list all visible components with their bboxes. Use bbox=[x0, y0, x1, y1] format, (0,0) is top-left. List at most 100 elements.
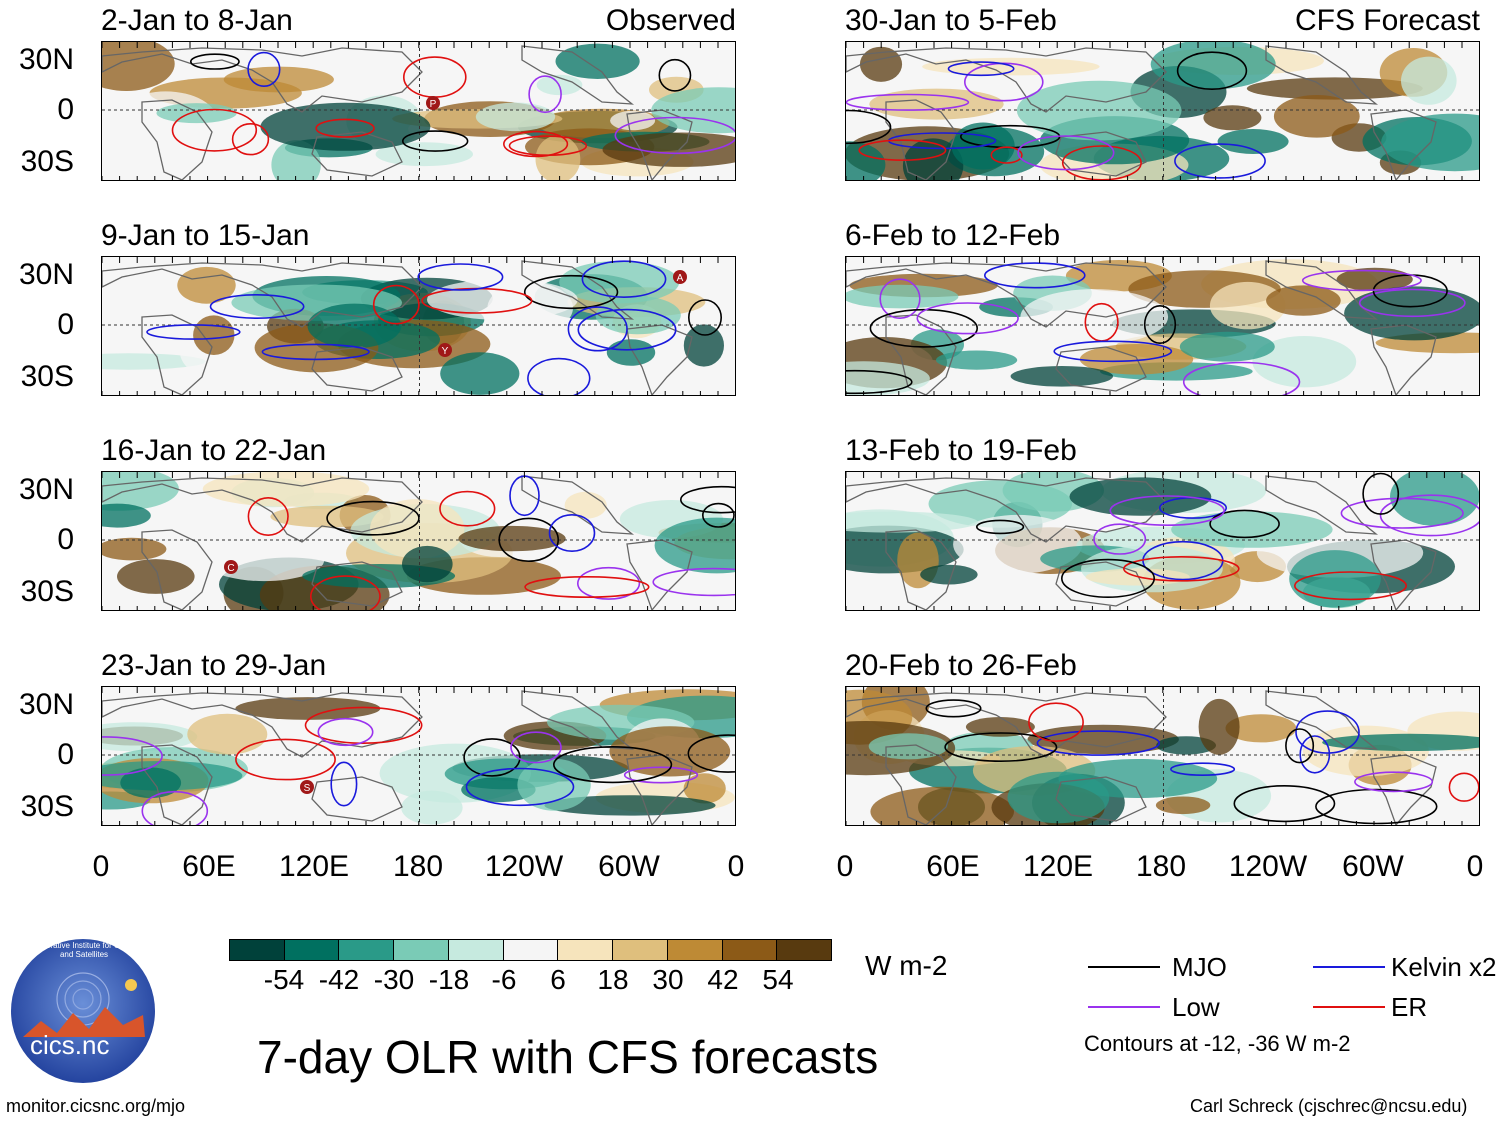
continent-outline bbox=[1265, 690, 1379, 750]
wave-contour bbox=[1315, 788, 1438, 825]
olr-anomaly-blob bbox=[487, 282, 573, 334]
olr-anomaly-blob bbox=[609, 726, 731, 777]
wave-contour bbox=[439, 490, 496, 527]
colorbar-swatch bbox=[393, 940, 448, 960]
olr-anomaly-blob bbox=[1179, 331, 1275, 362]
storm-marker-label: S bbox=[304, 783, 311, 794]
map-canvas: P bbox=[102, 42, 735, 180]
olr-anomaly-blob bbox=[1252, 336, 1357, 388]
olr-anomaly-blob bbox=[654, 517, 735, 574]
continent-outline bbox=[626, 754, 693, 825]
storm-marker-label: Y bbox=[442, 346, 449, 357]
wave-contour bbox=[1285, 728, 1315, 764]
wave-contour bbox=[1379, 494, 1479, 537]
colorbar-swatch bbox=[447, 940, 503, 960]
colorbar-tick: -30 bbox=[373, 964, 415, 995]
colorbar-tick: -42 bbox=[318, 964, 360, 995]
lat-label-30n-4: 30N bbox=[18, 688, 74, 721]
continent-outline bbox=[1055, 776, 1147, 822]
olr-anomaly-blob bbox=[401, 790, 463, 825]
wave-contour bbox=[317, 717, 374, 747]
olr-anomaly-blob bbox=[1016, 80, 1182, 141]
legend-line-low bbox=[1088, 1006, 1160, 1008]
logo-text: cics.nc bbox=[30, 1030, 110, 1060]
storm-marker bbox=[224, 560, 238, 574]
olr-anomaly-blob bbox=[517, 758, 591, 811]
olr-anomaly-blob bbox=[868, 733, 949, 760]
olr-anomaly-blob bbox=[869, 88, 1004, 120]
wave-contour bbox=[1299, 735, 1331, 774]
wave-contour bbox=[658, 58, 692, 92]
legend-line-er bbox=[1313, 1006, 1385, 1008]
olr-anomaly-blob bbox=[1266, 285, 1341, 316]
footer-url[interactable]: monitor.cicsnc.org/mjo bbox=[6, 1096, 186, 1116]
wave-contour bbox=[548, 513, 596, 553]
continent-outline bbox=[1265, 260, 1379, 320]
olr-anomaly-blob bbox=[458, 525, 566, 552]
wave-contour bbox=[330, 761, 358, 807]
continent-outline bbox=[521, 475, 635, 535]
continent-outline bbox=[846, 477, 1167, 543]
olr-anomaly-blob bbox=[1156, 736, 1216, 755]
continent-outline bbox=[141, 529, 213, 610]
lat-label-30n-2: 30N bbox=[18, 258, 74, 291]
olr-anomaly-blob bbox=[193, 315, 235, 355]
wave-contour bbox=[141, 790, 209, 825]
wave-contour bbox=[1028, 702, 1084, 743]
olr-anomaly-blob bbox=[1198, 698, 1240, 755]
map-forecast-3 bbox=[845, 471, 1480, 611]
wave-contour bbox=[687, 299, 722, 336]
colorbar-tick: 54 bbox=[762, 964, 794, 995]
wave-contour bbox=[417, 263, 504, 291]
map-forecast-1 bbox=[845, 41, 1480, 181]
wave-contour bbox=[567, 306, 628, 352]
continent-outline bbox=[885, 99, 957, 180]
lon-label-left-60e: 60E bbox=[182, 850, 236, 883]
olr-anomaly-blob bbox=[1273, 95, 1360, 138]
olr-anomaly-blob bbox=[102, 722, 198, 752]
panel-title-observed-3: 16-Jan to 22-Jan bbox=[101, 434, 327, 467]
wave-contour bbox=[247, 51, 281, 87]
wave-contour bbox=[1176, 51, 1248, 91]
wave-contour bbox=[402, 130, 469, 152]
wave-contour bbox=[1354, 771, 1434, 793]
olr-anomaly-blob bbox=[1289, 550, 1381, 608]
wave-contour bbox=[402, 56, 467, 98]
panel-title-forecast-1: 30-Jan to 5-Feb bbox=[845, 4, 1057, 37]
wave-contour bbox=[1295, 710, 1360, 754]
olr-anomaly-blob bbox=[1007, 771, 1110, 824]
wave-contour bbox=[846, 369, 913, 395]
olr-anomaly-blob bbox=[846, 284, 959, 309]
colorbar-unit: W m-2 bbox=[865, 950, 948, 981]
olr-anomaly-blob bbox=[223, 66, 334, 93]
wave-contour bbox=[1233, 785, 1336, 823]
lon-label-right-60w: 60W bbox=[1342, 850, 1404, 883]
olr-anomaly-blob bbox=[846, 141, 886, 180]
wave-contour bbox=[509, 475, 540, 517]
continent-outline bbox=[1370, 324, 1437, 395]
storm-marker-label: A bbox=[677, 273, 684, 284]
wave-contour bbox=[527, 357, 591, 395]
olr-anomaly-blob bbox=[920, 564, 978, 585]
olr-anomaly-blob bbox=[202, 472, 370, 507]
continent-outline bbox=[846, 47, 1167, 113]
lon-label-right-0: 0 bbox=[836, 850, 854, 883]
wave-contour bbox=[503, 130, 569, 158]
continent-outline bbox=[1055, 346, 1147, 392]
wave-contour bbox=[310, 575, 381, 610]
logo-ring-text: Cooperative Institute for Climate and Sa… bbox=[26, 941, 142, 959]
olr-anomaly-blob bbox=[1344, 286, 1479, 341]
wave-contour bbox=[528, 75, 562, 114]
cics-logo bbox=[9, 937, 157, 1085]
continent-outline bbox=[311, 776, 403, 822]
continent-outline bbox=[1370, 539, 1437, 610]
olr-anomaly-blob bbox=[870, 786, 1014, 825]
map-canvas bbox=[846, 472, 1479, 610]
colorbar-tick: -18 bbox=[428, 964, 470, 995]
wave-contour bbox=[976, 519, 1025, 535]
continent-outline bbox=[141, 744, 213, 825]
wave-contour bbox=[235, 738, 336, 781]
map-observed-4: S bbox=[101, 686, 736, 826]
lon-label-right-0-end: 0 bbox=[1466, 850, 1484, 883]
olr-anomaly-blob bbox=[535, 135, 581, 180]
